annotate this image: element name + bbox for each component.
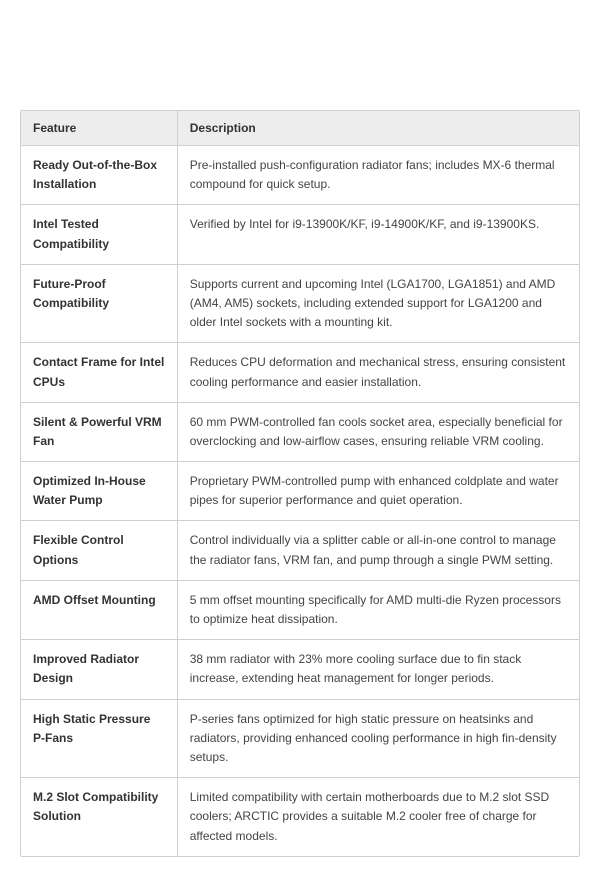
table-row: Optimized In-House Water PumpProprietary…	[21, 462, 579, 521]
table-row: AMD Offset Mounting5 mm offset mounting …	[21, 580, 579, 639]
table-row: Future-Proof CompatibilitySupports curre…	[21, 264, 579, 343]
description-cell: Verified by Intel for i9-13900K/KF, i9-1…	[177, 205, 579, 264]
description-cell: Pre-installed push-configuration radiato…	[177, 146, 579, 205]
table-row: M.2 Slot Compatibility SolutionLimited c…	[21, 778, 579, 856]
description-cell: Limited compatibility with certain mothe…	[177, 778, 579, 856]
description-cell: Supports current and upcoming Intel (LGA…	[177, 264, 579, 343]
feature-cell: Optimized In-House Water Pump	[21, 462, 177, 521]
feature-cell: Flexible Control Options	[21, 521, 177, 580]
description-cell: Reduces CPU deformation and mechanical s…	[177, 343, 579, 402]
feature-cell: M.2 Slot Compatibility Solution	[21, 778, 177, 856]
feature-table-container: Feature Description Ready Out-of-the-Box…	[20, 110, 580, 857]
table-row: Ready Out-of-the-Box InstallationPre-ins…	[21, 146, 579, 205]
column-header-feature: Feature	[21, 111, 177, 146]
table-row: Improved Radiator Design38 mm radiator w…	[21, 640, 579, 699]
feature-cell: Intel Tested Compatibility	[21, 205, 177, 264]
description-cell: P-series fans optimized for high static …	[177, 699, 579, 778]
feature-cell: Ready Out-of-the-Box Installation	[21, 146, 177, 205]
feature-cell: Improved Radiator Design	[21, 640, 177, 699]
description-cell: Control individually via a splitter cabl…	[177, 521, 579, 580]
feature-cell: Contact Frame for Intel CPUs	[21, 343, 177, 402]
feature-table: Feature Description Ready Out-of-the-Box…	[21, 111, 579, 856]
description-cell: Proprietary PWM-controlled pump with enh…	[177, 462, 579, 521]
table-body: Ready Out-of-the-Box InstallationPre-ins…	[21, 146, 579, 856]
table-row: Contact Frame for Intel CPUsReduces CPU …	[21, 343, 579, 402]
table-row: Intel Tested CompatibilityVerified by In…	[21, 205, 579, 264]
feature-cell: High Static Pressure P-Fans	[21, 699, 177, 778]
feature-cell: Silent & Powerful VRM Fan	[21, 402, 177, 461]
description-cell: 60 mm PWM-controlled fan cools socket ar…	[177, 402, 579, 461]
description-cell: 5 mm offset mounting specifically for AM…	[177, 580, 579, 639]
description-cell: 38 mm radiator with 23% more cooling sur…	[177, 640, 579, 699]
table-row: Silent & Powerful VRM Fan60 mm PWM-contr…	[21, 402, 579, 461]
table-header-row: Feature Description	[21, 111, 579, 146]
feature-cell: Future-Proof Compatibility	[21, 264, 177, 343]
table-row: Flexible Control OptionsControl individu…	[21, 521, 579, 580]
column-header-description: Description	[177, 111, 579, 146]
table-row: High Static Pressure P-FansP-series fans…	[21, 699, 579, 778]
feature-cell: AMD Offset Mounting	[21, 580, 177, 639]
